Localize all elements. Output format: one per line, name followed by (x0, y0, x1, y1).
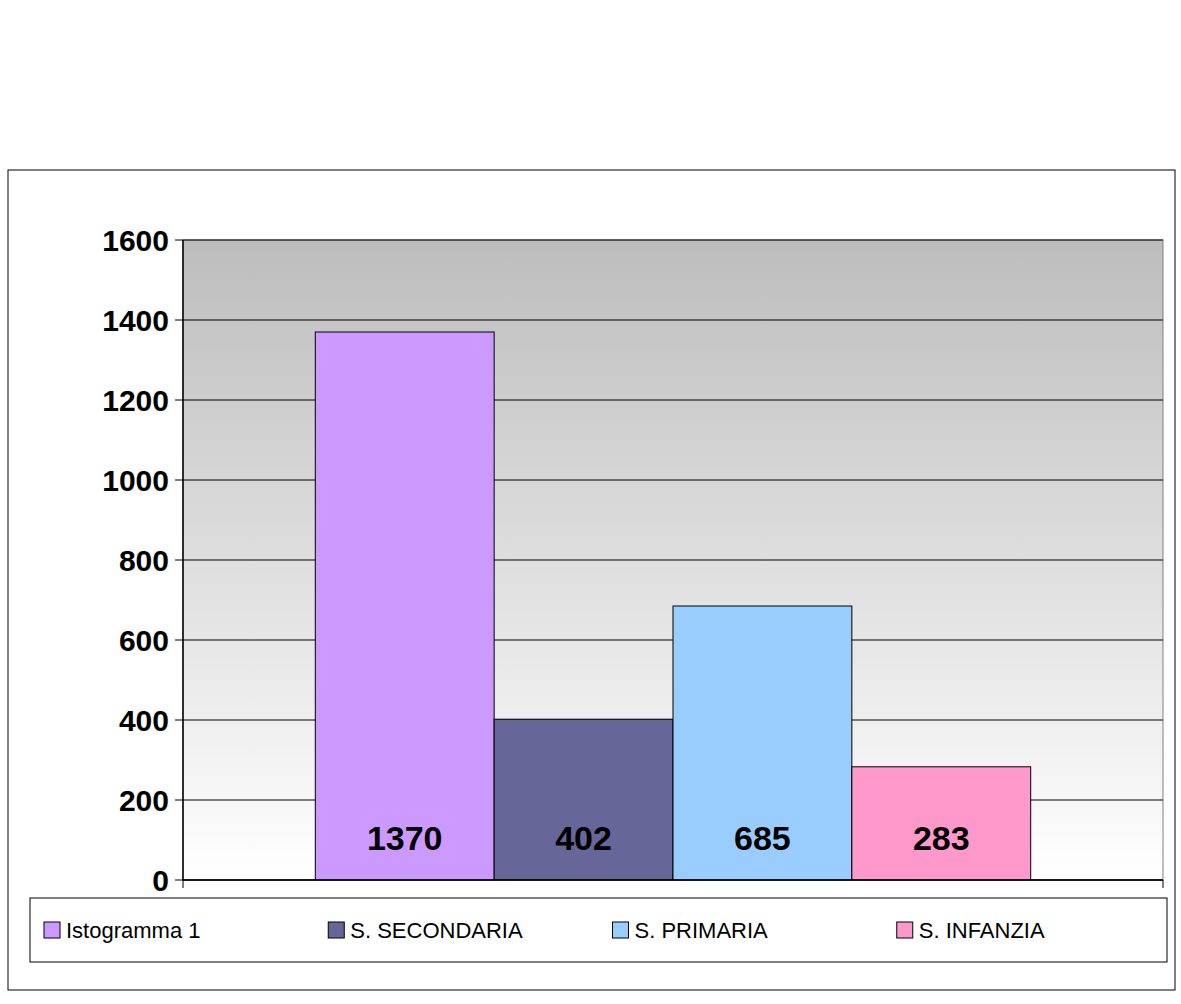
x-tick-mark (1163, 880, 1164, 888)
chart-container: 0 200 400 600 800 1000 1200 1400 1600 1370 402 685 2… (0, 0, 1181, 1004)
y-tick-label: 0 (152, 864, 169, 897)
tick-mark (175, 320, 183, 321)
y-tick-label: 400 (119, 704, 169, 737)
data-label: 283 (913, 819, 970, 857)
y-tick-label: 1400 (102, 304, 169, 337)
tick-mark (175, 640, 183, 641)
tick-mark (175, 880, 183, 881)
bar (315, 332, 494, 880)
tick-mark (175, 240, 183, 241)
x-tick-mark (183, 880, 184, 888)
grid-line (183, 320, 1163, 321)
bar (852, 767, 1031, 880)
chart-frame (8, 170, 1175, 990)
tick-mark (175, 400, 183, 401)
legend-label: S. SECONDARIA (350, 918, 523, 943)
data-label: 685 (734, 819, 791, 857)
grid-line (183, 880, 1163, 881)
legend-swatch (897, 922, 913, 938)
grid-line (183, 240, 1163, 241)
tick-mark (175, 480, 183, 481)
y-tick-label: 1000 (102, 464, 169, 497)
data-label: 402 (555, 819, 612, 857)
y-tick-label: 200 (119, 784, 169, 817)
legend-swatch (328, 922, 344, 938)
legend-box (30, 898, 1167, 962)
x-axis (183, 879, 1163, 881)
y-tick-label: 800 (119, 544, 169, 577)
y-axis (182, 240, 184, 880)
plot-area (183, 240, 1163, 880)
y-tick-label: 1200 (102, 384, 169, 417)
legend-swatch (44, 922, 60, 938)
y-tick-label: 1600 (102, 224, 169, 257)
chart-svg: 0 200 400 600 800 1000 1200 1400 1600 1370 402 685 2… (0, 0, 1181, 1004)
legend-label: S. PRIMARIA (635, 918, 769, 943)
tick-mark (175, 560, 183, 561)
y-tick-label: 600 (119, 624, 169, 657)
tick-mark (175, 720, 183, 721)
bars (315, 332, 1030, 880)
bar (494, 719, 673, 880)
tick-mark (175, 800, 183, 801)
data-label: 1370 (367, 819, 443, 857)
bar (673, 606, 852, 880)
legend-label: S. INFANZIA (919, 918, 1045, 943)
legend-label: Istogramma 1 (66, 918, 201, 943)
legend-swatch (613, 922, 629, 938)
